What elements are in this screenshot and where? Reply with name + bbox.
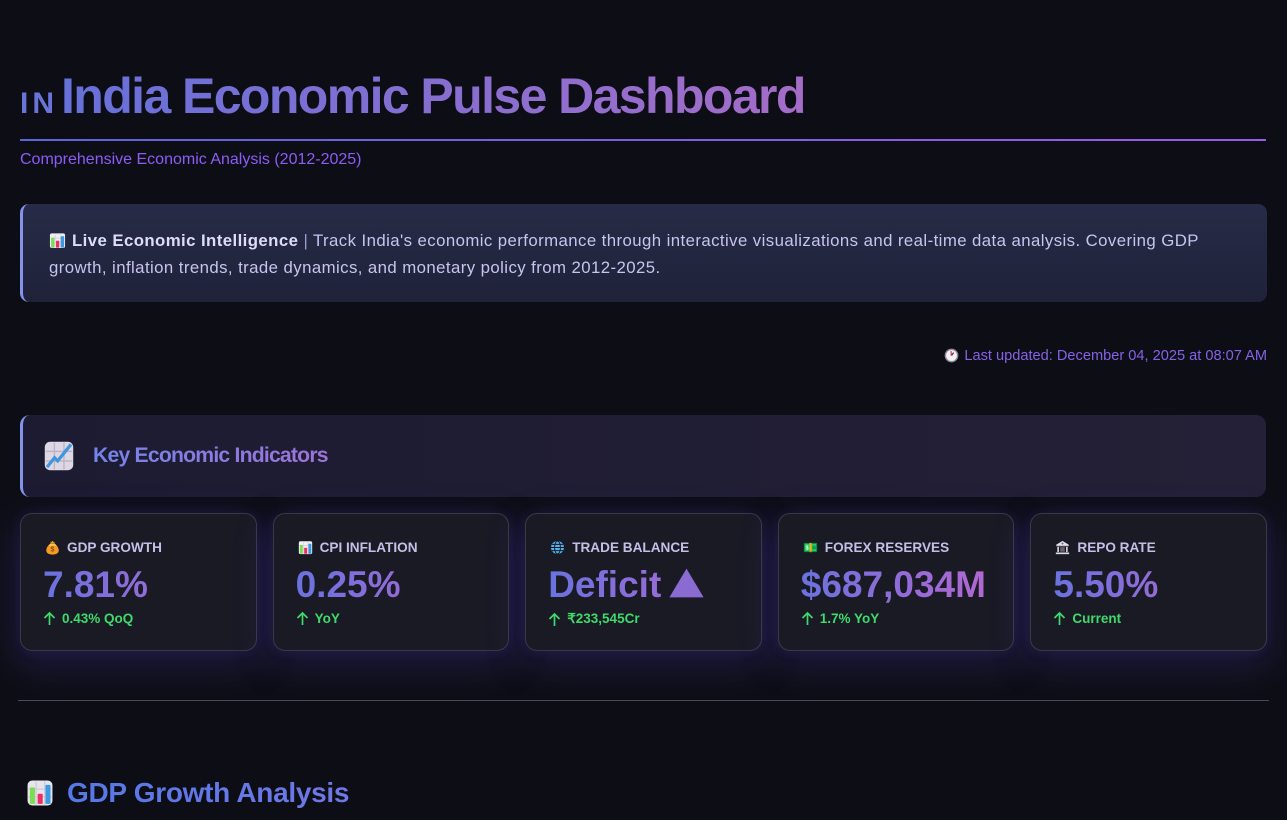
svg-text:$: $ [51,546,55,554]
svg-text:$: $ [805,546,808,552]
